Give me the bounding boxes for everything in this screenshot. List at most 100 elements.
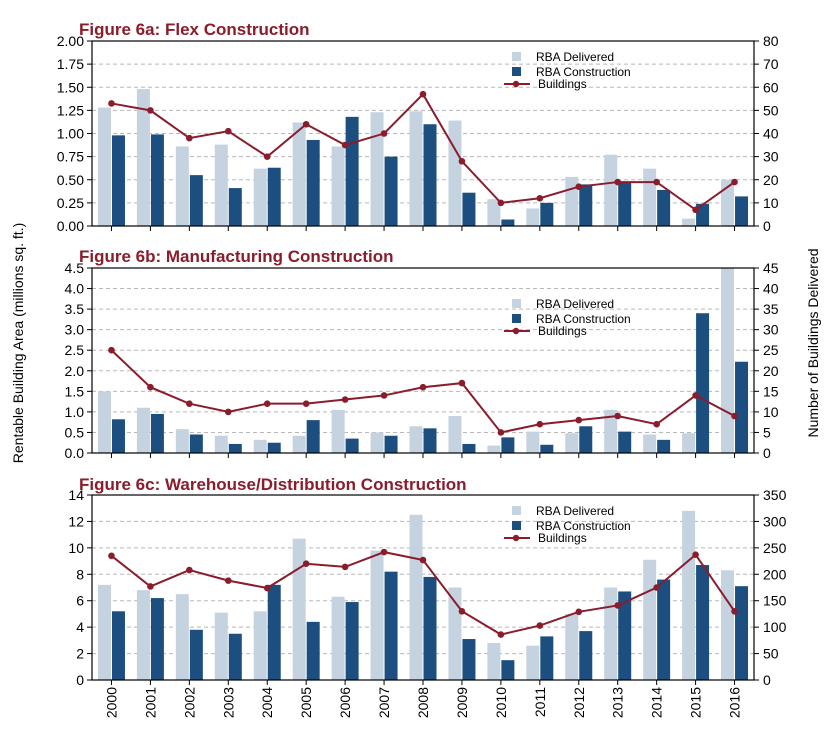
- y-left-tick-label: 8: [76, 566, 84, 582]
- point-buildings: [692, 392, 699, 399]
- bar-rba-delivered: [175, 429, 189, 453]
- bar-rba-delivered: [448, 120, 462, 226]
- y-right-tick-label: 15: [763, 383, 779, 399]
- y-right-tick-label: 0: [763, 445, 771, 461]
- legend-label-buildings: Buildings: [538, 324, 587, 338]
- bar-rba-delivered: [136, 89, 150, 226]
- y-left-tick-label: 1.25: [57, 102, 84, 118]
- bar-rba-delivered: [331, 146, 345, 226]
- bar-rba-construction: [657, 579, 671, 680]
- bar-rba-construction: [384, 156, 398, 226]
- bar-rba-construction: [696, 565, 710, 680]
- bar-rba-delivered: [292, 122, 306, 226]
- point-buildings: [263, 400, 271, 407]
- panel-title: Figure 6c: Warehouse/Distribution Constr…: [79, 475, 467, 494]
- legend-label-buildings: Buildings: [538, 77, 587, 91]
- bar-rba-delivered: [448, 587, 462, 680]
- bar-rba-construction: [189, 434, 203, 453]
- bar-rba-delivered: [292, 538, 306, 680]
- bar-rba-construction: [735, 196, 749, 226]
- x-tick-label: 2011: [532, 687, 548, 717]
- line-buildings: [110, 551, 736, 636]
- y-left-tick-label: 0.50: [57, 172, 84, 188]
- bar-rba-delivered: [97, 107, 111, 226]
- y-left-tick-label: 10: [68, 540, 84, 556]
- panel-title: Figure 6a: Flex Construction: [79, 20, 309, 39]
- bar-rba-delivered: [682, 433, 696, 453]
- point-buildings: [731, 178, 738, 186]
- y-right-tick-label: 0: [763, 218, 771, 234]
- point-buildings: [536, 420, 544, 428]
- y-right-tick-label: 60: [763, 79, 779, 95]
- bar-rba-construction: [111, 611, 125, 680]
- bar-rba-construction: [150, 598, 164, 680]
- bar-rba-delivered: [253, 168, 267, 226]
- x-tick-label: 2016: [727, 687, 743, 718]
- bar-rba-delivered: [331, 409, 345, 453]
- bar-rba-construction: [150, 134, 164, 226]
- y-left-tick-label: 0: [76, 672, 84, 688]
- x-tick-label: 2003: [220, 687, 236, 718]
- bar-rba-construction: [735, 586, 749, 680]
- bar-rba-delivered: [721, 268, 735, 453]
- y-left-tick-label: 4.0: [65, 281, 85, 297]
- y-right-axis-title: Number of Buildings Delivered: [805, 248, 821, 437]
- point-buildings: [458, 157, 466, 165]
- point-buildings: [380, 392, 388, 399]
- x-tick-label: 2002: [181, 687, 197, 718]
- bar-rba-delivered: [604, 154, 618, 226]
- point-buildings: [419, 383, 427, 391]
- legend-swatch-buildings-point: [512, 534, 520, 542]
- point-buildings: [653, 178, 660, 186]
- y-left-tick-label: 14: [68, 487, 84, 503]
- y-right-tick-label: 350: [763, 487, 787, 503]
- bar-rba-delivered: [97, 391, 111, 453]
- y-left-tick-label: 0.5: [65, 424, 85, 440]
- point-buildings: [341, 141, 349, 149]
- point-buildings: [108, 100, 115, 107]
- legend-swatch-buildings-point: [512, 327, 520, 335]
- y-right-tick-label: 70: [763, 56, 779, 72]
- bar-rba-delivered: [643, 434, 657, 453]
- bar-rba-construction: [267, 584, 281, 680]
- x-tick-label: 2009: [454, 687, 470, 718]
- bar-rba-construction: [150, 413, 164, 453]
- y-left-tick-label: 3.5: [65, 301, 85, 317]
- x-tick-label: 2000: [103, 687, 119, 718]
- point-buildings: [419, 90, 427, 98]
- point-buildings: [497, 429, 505, 436]
- point-buildings: [419, 556, 427, 564]
- bar-rba-construction: [111, 135, 125, 226]
- bar-rba-delivered: [565, 433, 579, 453]
- y-left-tick-label: 2: [76, 646, 84, 662]
- bar-rba-construction: [345, 116, 359, 226]
- bar-rba-construction: [228, 633, 242, 680]
- y-left-tick-label: 0.0: [65, 445, 85, 461]
- point-buildings: [497, 631, 505, 638]
- point-buildings: [147, 583, 154, 590]
- bar-rba-construction: [501, 437, 515, 453]
- bar-rba-delivered: [136, 407, 150, 453]
- bar-rba-construction: [540, 202, 554, 226]
- point-buildings: [147, 107, 154, 114]
- bar-rba-construction: [228, 188, 242, 226]
- y-right-tick-label: 10: [763, 195, 779, 211]
- legend-swatch-delivered: [512, 299, 521, 308]
- bar-rba-construction: [501, 219, 515, 226]
- bar-rba-construction: [228, 443, 242, 453]
- y-right-tick-label: 150: [763, 593, 787, 609]
- legend-swatch-delivered: [512, 506, 521, 515]
- point-buildings: [302, 120, 310, 128]
- bar-rba-construction: [306, 420, 320, 453]
- y-right-tick-label: 25: [763, 342, 779, 358]
- y-right-tick-label: 250: [763, 540, 787, 556]
- point-buildings: [263, 153, 271, 160]
- y-left-tick-label: 4: [76, 619, 84, 635]
- y-left-tick-label: 2.0: [65, 363, 85, 379]
- panel-title: Figure 6b: Manufacturing Construction: [79, 247, 394, 266]
- y-right-tick-label: 10: [763, 404, 779, 420]
- bar-rba-delivered: [175, 146, 189, 226]
- bar-rba-delivered: [526, 208, 540, 226]
- legend-label-buildings: Buildings: [538, 531, 587, 545]
- y-left-tick-label: 4.5: [65, 260, 85, 276]
